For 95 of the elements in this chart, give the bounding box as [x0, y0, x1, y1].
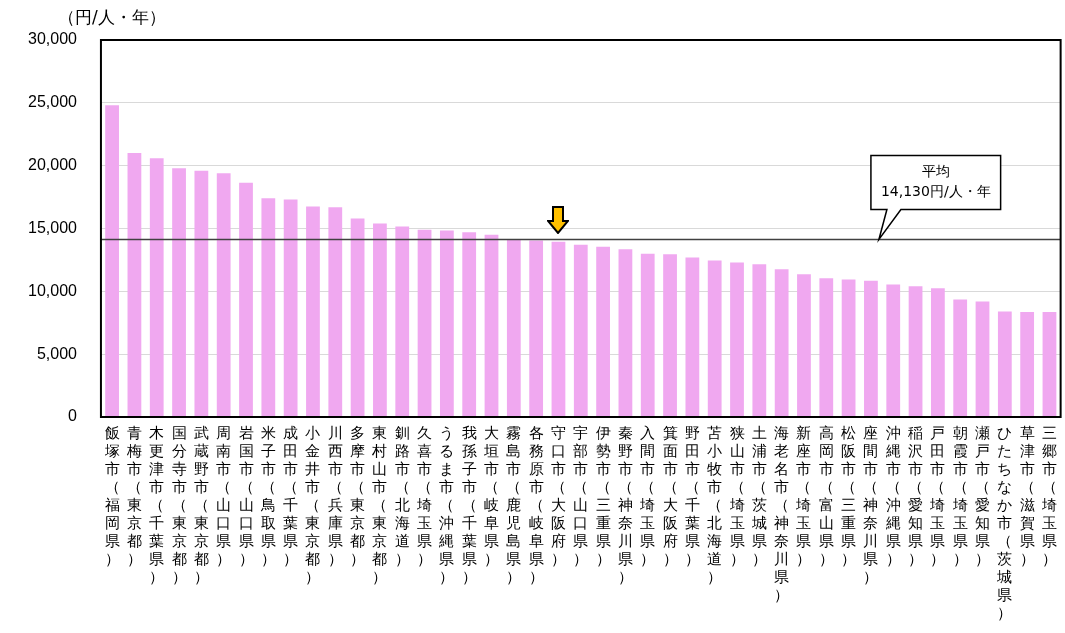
- ref-line-label: 平均 14,130円/人・年: [880, 163, 991, 200]
- category-label: 我孫子市（千葉県）: [461, 424, 477, 586]
- x-tick-label: 新座市（埼玉県）: [795, 424, 812, 568]
- bar: [618, 249, 633, 417]
- bar: [529, 240, 544, 417]
- y-tick-label: 20,000: [28, 156, 78, 174]
- bar: [1042, 312, 1057, 417]
- y-tick-label: 15,000: [28, 218, 78, 236]
- x-tick-label: 稲沢市（愛知県）: [908, 424, 924, 568]
- x-tick-label: 米子市（鳥取県）: [259, 424, 276, 568]
- x-tick-label: 朝霞市（埼玉県）: [951, 424, 968, 568]
- category-label: うるま市（沖縄県）: [439, 424, 455, 586]
- y-tick-label: 0: [68, 407, 78, 425]
- bar: [216, 173, 231, 417]
- bar: [908, 286, 923, 417]
- bar: [395, 226, 410, 417]
- x-tick-label: 土浦市（茨城県）: [750, 424, 767, 568]
- x-tick-label: 周南市（山口県）: [216, 424, 232, 568]
- x-tick-label: 高岡市（富山県）: [818, 424, 834, 568]
- x-tick-label: 成田市（千葉県）: [283, 424, 299, 568]
- y-tick-label: 25,000: [28, 93, 78, 111]
- category-label: 各務原市（岐阜県）: [528, 424, 544, 586]
- bar: [953, 299, 968, 417]
- bar: [194, 170, 209, 417]
- x-tick-label: 川西市（兵庫県）: [327, 424, 343, 568]
- bar: [306, 206, 320, 417]
- x-tick-label: 三郷市（埼玉県）: [1040, 424, 1057, 568]
- category-label: 小金井市（東京都）: [305, 424, 321, 586]
- bar: [328, 207, 343, 417]
- category-label: 霧島市（鹿児島県）: [506, 424, 522, 586]
- bar: [841, 279, 856, 417]
- category-label: 海老名市（神奈川県）: [774, 424, 790, 604]
- bar: [1020, 312, 1035, 417]
- bar: [997, 311, 1012, 417]
- bar: [239, 182, 253, 417]
- y-tick-label: 5,000: [36, 344, 78, 362]
- bar: [261, 198, 276, 417]
- bar: [417, 229, 432, 417]
- x-tick-label: 狭山市（埼玉県）: [728, 424, 745, 568]
- x-tick-label: 戸田市（埼玉県）: [929, 424, 946, 568]
- x-tick-label: 釧路市（北海道）: [394, 424, 410, 568]
- bar: [774, 269, 789, 417]
- bar: [172, 168, 186, 417]
- y-tick-label: 30,000: [28, 30, 78, 48]
- category-label: 秦野市（神奈川県）: [617, 424, 633, 586]
- bar: [127, 153, 142, 417]
- x-tick-label: 沖縄市（沖縄県）: [884, 424, 901, 568]
- bar: [373, 223, 387, 417]
- category-label: 東村山市（東京都）: [372, 424, 388, 586]
- bar: [663, 254, 677, 417]
- x-tick-label: 青梅市（東京都）: [125, 424, 142, 568]
- bar: [350, 218, 365, 417]
- category-label: 苫小牧市（北海道）: [707, 424, 723, 586]
- x-tick-label: 岩国市（山口県）: [238, 424, 254, 568]
- bar: [819, 278, 834, 417]
- bar: [551, 241, 566, 417]
- x-tick-label: 大垣市（岐阜県）: [483, 424, 500, 568]
- category-label: 座間市（神奈川県）: [863, 424, 879, 586]
- x-tick-label: 箕面市（大阪府）: [662, 424, 678, 568]
- bar: [930, 288, 945, 417]
- category-label: 木更津市（千葉県）: [149, 424, 165, 586]
- bar: [975, 301, 990, 417]
- x-tick-label: 久喜市（埼玉県）: [416, 424, 433, 568]
- x-tick-label: 入間市（埼玉県）: [639, 424, 656, 568]
- bar: [864, 280, 878, 417]
- bar: [105, 105, 119, 417]
- bar: [462, 232, 477, 417]
- x-tick-label: 松阪市（三重県）: [841, 424, 857, 568]
- bar: [707, 260, 722, 417]
- bar: [685, 257, 700, 417]
- category-label: 国分寺市（東京都）: [171, 424, 187, 586]
- x-tick-label: 瀬戸市（愛知県）: [975, 424, 991, 568]
- bar: [484, 234, 499, 417]
- x-tick-label: 多摩市（東京都）: [350, 424, 366, 568]
- bar: [797, 274, 811, 417]
- x-tick-label: 草津市（滋賀県）: [1019, 424, 1035, 568]
- bar: [573, 244, 588, 417]
- bar: [886, 284, 901, 417]
- y-tick-label: 10,000: [28, 281, 78, 299]
- bar: [283, 199, 298, 417]
- x-tick-label: 野田市（千葉県）: [684, 424, 700, 568]
- bar: [730, 262, 744, 417]
- bar: [439, 230, 454, 417]
- bar: [506, 239, 521, 417]
- bar: [596, 246, 610, 417]
- x-tick-label: 伊勢市（三重県）: [595, 424, 611, 568]
- category-label: ひたちなか市（茨城県）: [997, 424, 1013, 622]
- x-tick-label: 飯塚市（福岡県）: [103, 424, 120, 568]
- bar: [752, 264, 767, 417]
- x-tick-label: 守口市（大阪府）: [550, 424, 566, 568]
- bar: [640, 253, 655, 417]
- y-axis-title: （円/人・年）: [58, 6, 166, 29]
- x-tick-label: 宇部市（山口県）: [573, 424, 589, 568]
- bar: [149, 158, 164, 417]
- category-label: 武蔵野市（東京都）: [193, 424, 209, 586]
